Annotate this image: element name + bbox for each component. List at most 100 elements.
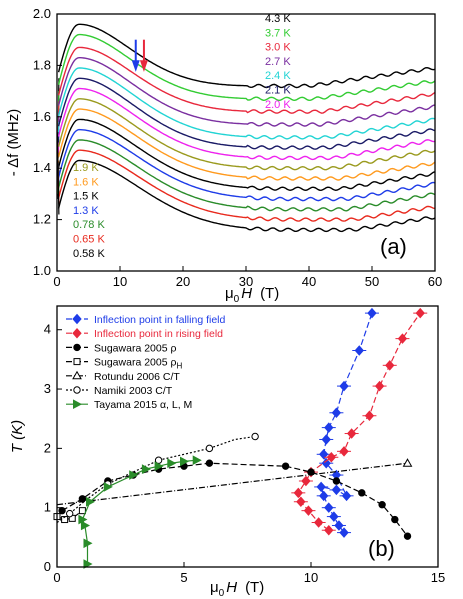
panel-b-data-point [83, 538, 93, 549]
panel-b-data-point [313, 517, 324, 528]
panel-b-x-tick-label: 5 [180, 570, 187, 585]
panel-b-data-point [86, 496, 96, 507]
panel-b-data-point [303, 505, 314, 516]
panel-a-curve [57, 46, 436, 114]
panel-b-series-line [61, 462, 408, 537]
panel-b-legend-marker [73, 358, 81, 366]
panel-a-arrow-head [131, 60, 140, 72]
panel-a-arrow-head [139, 60, 148, 72]
panel-b-data-point [341, 490, 352, 502]
panel-b-data-point [205, 444, 214, 453]
panel-a-legend-low-item: 1.5 K [73, 191, 99, 203]
panel-b-data-point [129, 470, 139, 480]
panel-a-curve [57, 139, 436, 212]
panel-b-legend-marker [72, 313, 82, 325]
panel-a-legend: 4.3 K 3.7 K 3.0 K 2.7 K 2.4 K 2.1 K 2.0 K 1.9 K… [73, 13, 291, 260]
panel-a-curves [56, 23, 436, 233]
panel-b-data-point [331, 484, 342, 496]
panel-b-data-point [319, 449, 329, 460]
panel-b-legend-marker [73, 399, 83, 410]
panel-b-data-point [281, 462, 290, 470]
panel-a-legend-low-item: 0.58 K [73, 248, 105, 260]
panel-a-x-tick-label: 60 [428, 274, 442, 289]
panel-b-data-point [296, 496, 306, 508]
panel-a-curve [57, 33, 436, 102]
panel-b-data-point [324, 502, 334, 513]
panel-a-curve [57, 108, 436, 181]
panel-b-data-point [154, 461, 164, 471]
panel-a: 0 10 20 30 40 50 60 1.0 1.2 1.4 1.6 1.8 2.0 4.3 K 3.7… [5, 6, 442, 305]
panel-a-legend-high-item: 2.0 K [265, 99, 291, 111]
panel-b-legend: Inflection point in falling field Inflect… [66, 313, 225, 411]
panel-b-data-point [354, 345, 364, 356]
panel-b-data-point [180, 456, 190, 467]
panel-a-curve [57, 67, 436, 140]
panel-b-legend-subscript: H [176, 362, 182, 371]
panel-b-legend-label: Inflection point in rising field [94, 328, 223, 340]
panel-a-legend-low-item: 1.9 K [73, 162, 99, 174]
panel-b-data-point [324, 422, 334, 433]
panel-b-data-point [321, 457, 331, 469]
panel-a-legend-high-item: 3.7 K [265, 27, 291, 39]
panel-b-x-axis-label: μ0 H (T) [210, 579, 264, 599]
panel-a-legend-high-item: 2.4 K [265, 70, 291, 82]
panel-b-data-point [403, 532, 412, 540]
panel-b-y-tick-label: 2 [44, 440, 51, 455]
panel-b-data-point [331, 407, 342, 419]
panel-b-legend-label: Sugawara 2005 ρH [94, 357, 182, 371]
panel-a-y-tick-label: 1.4 [33, 160, 51, 175]
panel-a-y-axis-label: - Δf (MHz) [5, 109, 22, 177]
panel-b-data-point [346, 428, 357, 439]
panel-a-y-tick-label: 1.0 [33, 263, 51, 278]
panel-b-data-point [167, 458, 177, 469]
panel-b-data-point [103, 482, 113, 492]
panel-a-legend-high-item: 2.1 K [265, 85, 291, 97]
panel-b-series-line [56, 510, 83, 521]
panel-b-data-point [78, 514, 88, 525]
panel-b-data-point [339, 446, 349, 457]
panel-b-data-point [334, 520, 344, 531]
panel-b-data-point [205, 459, 214, 467]
panel-b-data-point [364, 410, 375, 421]
panel-a-curve [57, 77, 436, 150]
panel-a-y-tick-label: 1.8 [33, 57, 51, 72]
panel-b-data-point [251, 432, 259, 441]
panel-b-y-tick-label: 0 [44, 559, 51, 574]
panel-a-legend-low-item: 1.3 K [73, 205, 99, 217]
panel-a-curve [57, 57, 436, 127]
panel-b-data-point [66, 509, 74, 518]
panel-b-data-point [332, 477, 341, 485]
panel-b-data-point [326, 452, 336, 463]
panel-a-legend-low-item: 0.78 K [73, 219, 105, 231]
panel-b-data-point [415, 307, 425, 319]
panel-b-legend-label: Inflection point in falling field [94, 314, 225, 326]
panel-b-frame [56, 305, 439, 568]
panel-a-x-axis-label: μ0 H (T) [225, 285, 279, 305]
panel-b-data-point [367, 307, 377, 319]
panel-b-data-point [385, 360, 395, 371]
panel-b-data-point [321, 434, 331, 445]
panel-b-legend-label: Rotundu 2006 C/T [94, 371, 180, 383]
panel-a-frame [56, 13, 436, 272]
panel-b-legend-marker [73, 386, 81, 394]
panel-a-legend-high-item: 3.0 K [265, 42, 291, 54]
panel-b-data-point [358, 489, 366, 497]
panel-b-legend-marker [72, 327, 82, 339]
panel-b-x-tick-label: 0 [53, 570, 60, 585]
panel-b-y-tick-label: 4 [44, 322, 51, 337]
panel-a-curve [57, 159, 436, 233]
panel-b-x-tick-label: 15 [431, 570, 445, 585]
panel-b-legend-label: Tayama 2015 α, L, M [94, 399, 192, 411]
panel-b-legend-marker [72, 370, 82, 380]
panel-a-y-tick-label: 2.0 [33, 6, 51, 21]
panel-a-curve [57, 87, 436, 161]
panel-b-data-point [78, 507, 86, 515]
panel-b-ticks: 0 5 10 15 0 1 2 3 4 [44, 322, 445, 585]
panel-a-y-tick-label: 1.6 [33, 109, 51, 124]
panel-a-y-tick-label: 1.2 [33, 212, 51, 227]
panel-b-legend-label: Namiki 2003 C/T [94, 385, 173, 397]
panel-b-series-line [56, 462, 408, 506]
panel-b-x-tick-label: 10 [304, 570, 318, 585]
panel-b-data-point [301, 475, 311, 487]
panel-b-data-point [192, 455, 202, 466]
